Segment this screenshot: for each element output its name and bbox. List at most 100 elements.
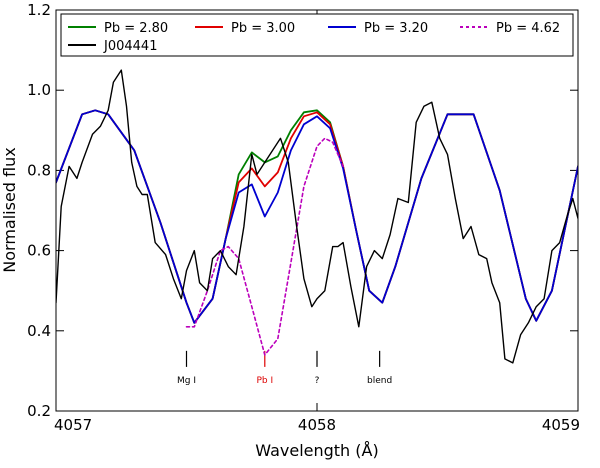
data-point-j004441 bbox=[520, 334, 521, 335]
data-point-j004441 bbox=[374, 250, 375, 251]
data-point-j004441 bbox=[147, 194, 148, 195]
data-point-j004441 bbox=[194, 250, 195, 251]
data-point-pb-3-00 bbox=[316, 112, 317, 113]
data-point-j004441 bbox=[572, 198, 573, 199]
legend-label-pb-3-20: Pb = 3.20 bbox=[364, 21, 428, 36]
data-point-pb-3-20 bbox=[108, 114, 109, 115]
y-tick-label: 0.6 bbox=[27, 242, 51, 260]
data-point-j004441 bbox=[455, 198, 456, 199]
data-point-pb-3-20 bbox=[421, 178, 422, 179]
data-point-pb-4-62 bbox=[194, 326, 195, 327]
data-point-j004441 bbox=[536, 306, 537, 307]
data-point-pb-3-20 bbox=[499, 190, 500, 191]
series-j004441 bbox=[56, 69, 578, 364]
data-point-j004441 bbox=[272, 150, 273, 151]
data-point-pb-2-80 bbox=[238, 174, 239, 175]
data-point-pb-2-80 bbox=[303, 112, 304, 113]
data-point-pb-3-20 bbox=[369, 290, 370, 291]
data-point-pb-4-62 bbox=[277, 338, 278, 339]
data-point-j004441 bbox=[92, 134, 93, 135]
data-point-pb-3-20 bbox=[329, 128, 330, 129]
x-tick-label: 4058 bbox=[298, 416, 336, 434]
annotations-layer: Mg I Pb I? blend bbox=[177, 350, 392, 386]
data-point-j004441 bbox=[121, 70, 122, 71]
data-point-j004441 bbox=[499, 302, 500, 303]
data-point-j004441 bbox=[165, 254, 166, 255]
y-tick-label: 0.4 bbox=[27, 322, 51, 340]
data-point-j004441 bbox=[491, 282, 492, 283]
data-point-j004441 bbox=[358, 326, 359, 327]
data-point-j004441 bbox=[439, 138, 440, 139]
series-line-pb-3-20 bbox=[56, 109, 578, 324]
data-point-pb-3-20 bbox=[238, 192, 239, 193]
data-point-pb-3-20 bbox=[551, 290, 552, 291]
data-point-j004441 bbox=[382, 258, 383, 259]
data-point-j004441 bbox=[408, 202, 409, 203]
data-point-pb-3-20 bbox=[134, 150, 135, 151]
data-point-j004441 bbox=[478, 254, 479, 255]
series-line-pb-4-62 bbox=[185, 137, 344, 356]
data-point-j004441 bbox=[126, 106, 127, 107]
series-layer bbox=[56, 69, 578, 364]
data-point-pb-3-20 bbox=[264, 216, 265, 217]
data-point-pb-3-20 bbox=[186, 302, 187, 303]
data-point-pb-4-62 bbox=[290, 262, 291, 263]
x-tick-label: 4057 bbox=[54, 416, 92, 434]
data-point-j004441 bbox=[264, 162, 265, 163]
data-point-pb-2-80 bbox=[277, 156, 278, 157]
data-point-j004441 bbox=[416, 122, 417, 123]
data-point-pb-3-00 bbox=[290, 138, 291, 139]
data-point-j004441 bbox=[486, 258, 487, 259]
data-point-pb-4-62 bbox=[332, 142, 333, 143]
data-point-pb-3-00 bbox=[238, 182, 239, 183]
data-point-pb-4-62 bbox=[264, 354, 265, 355]
y-tick-label: 1.0 bbox=[27, 81, 51, 99]
data-point-j004441 bbox=[142, 194, 143, 195]
data-point-j004441 bbox=[559, 242, 560, 243]
data-point-pb-4-62 bbox=[186, 326, 187, 327]
annotation-label-blend: blend bbox=[367, 376, 392, 386]
data-point-j004441 bbox=[504, 358, 505, 359]
y-tick-label: 0.8 bbox=[27, 161, 51, 179]
data-point-j004441 bbox=[199, 282, 200, 283]
data-point-j004441 bbox=[100, 126, 101, 127]
data-point-j004441 bbox=[220, 250, 221, 251]
data-point-j004441 bbox=[316, 298, 317, 299]
data-point-j004441 bbox=[512, 362, 513, 363]
data-point-j004441 bbox=[567, 214, 568, 215]
data-point-j004441 bbox=[303, 278, 304, 279]
y-tick-label: 1.2 bbox=[27, 1, 51, 19]
data-point-j004441 bbox=[212, 258, 213, 259]
data-point-j004441 bbox=[113, 82, 114, 83]
legend-label-j004441: J004441 bbox=[103, 39, 157, 54]
data-point-pb-3-20 bbox=[343, 168, 344, 169]
data-point-j004441 bbox=[337, 246, 338, 247]
legend-label-pb-3-00: Pb = 3.00 bbox=[231, 21, 295, 36]
data-point-pb-3-20 bbox=[316, 116, 317, 117]
plot-area-frame bbox=[55, 9, 579, 412]
data-point-j004441 bbox=[243, 226, 244, 227]
data-point-j004441 bbox=[235, 274, 236, 275]
data-point-j004441 bbox=[389, 234, 390, 235]
data-point-j004441 bbox=[76, 178, 77, 179]
y-axis-label: Normalised flux bbox=[0, 147, 19, 272]
data-point-j004441 bbox=[173, 278, 174, 279]
data-point-j004441 bbox=[181, 298, 182, 299]
data-point-j004441 bbox=[350, 286, 351, 287]
data-point-pb-3-20 bbox=[536, 320, 537, 321]
data-point-pb-3-20 bbox=[395, 266, 396, 267]
data-point-j004441 bbox=[108, 110, 109, 111]
data-point-j004441 bbox=[470, 226, 471, 227]
data-point-pb-3-20 bbox=[225, 238, 226, 239]
data-point-pb-4-62 bbox=[303, 186, 304, 187]
data-point-pb-3-20 bbox=[382, 302, 383, 303]
data-point-j004441 bbox=[280, 138, 281, 139]
data-point-j004441 bbox=[343, 242, 344, 243]
data-point-j004441 bbox=[207, 290, 208, 291]
x-tick-label: 4059 bbox=[542, 416, 580, 434]
data-point-pb-3-20 bbox=[160, 222, 161, 223]
data-point-pb-3-00 bbox=[277, 172, 278, 173]
